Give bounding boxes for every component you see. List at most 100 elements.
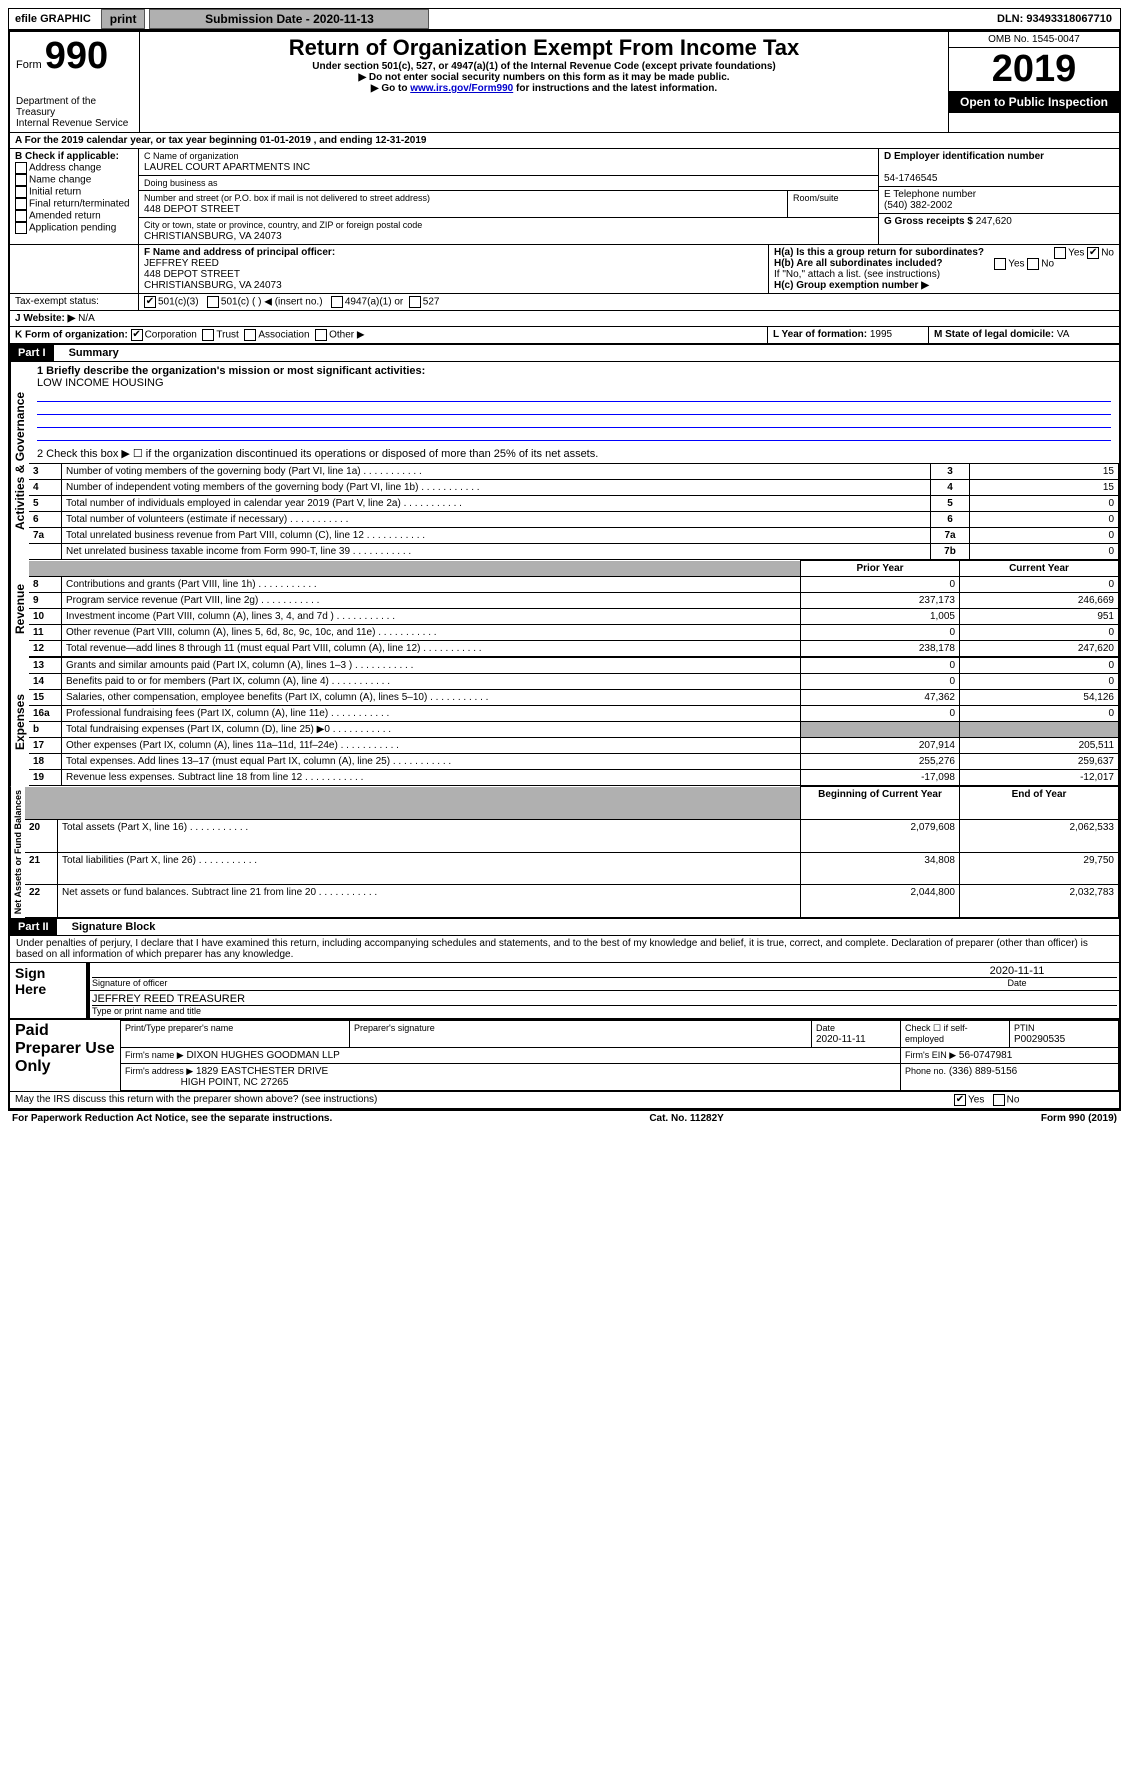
print-button[interactable]: print [101,9,146,29]
hb-yes[interactable] [994,258,1006,270]
sig-date-label: Date [917,977,1117,988]
subtitle-1: Under section 501(c), 527, or 4947(a)(1)… [146,61,942,72]
ein-label: D Employer identification number [884,151,1044,162]
q2: 2 Check this box ▶ ☐ if the organization… [29,444,1119,463]
city: CHRISTIANSBURG, VA 24073 [144,231,282,242]
form-id-cell: Form 990 Department of the Treasury Inte… [10,32,140,132]
governance-table: 3Number of voting members of the governi… [29,463,1119,560]
discuss-yes[interactable] [954,1094,966,1106]
ha-yes[interactable] [1054,247,1066,259]
chk-amended[interactable] [15,210,27,222]
taxexempt-label: Tax-exempt status: [10,294,139,310]
printed-label: Type or print name and title [92,1005,1117,1016]
part2-subtitle: Signature Block [60,921,156,933]
chk-initial[interactable] [15,186,27,198]
gross-val: 247,620 [976,216,1012,227]
boxm-label: M State of legal domicile: [934,329,1054,340]
ha-no[interactable] [1087,247,1099,259]
hc-label: H(c) Group exemption number ▶ [774,280,929,291]
part1-subtitle: Summary [57,347,119,359]
netassets-section: Net Assets or Fund Balances Beginning of… [10,786,1119,918]
form-title: Return of Organization Exempt From Incom… [146,35,942,61]
revenue-table: Prior YearCurrent Year8Contributions and… [29,560,1119,657]
dln-label: DLN: 93493318067710 [997,13,1120,25]
org-name-label: C Name of organization [144,151,239,161]
perjury-text: Under penalties of perjury, I declare th… [10,936,1119,962]
chk-corp[interactable] [131,329,143,341]
discuss-no[interactable] [993,1094,1005,1106]
department-label: Department of the Treasury Internal Reve… [16,96,133,129]
inspection-label: Open to Public Inspection [949,91,1119,113]
top-toolbar: efile GRAPHIC print Submission Date - 20… [8,8,1121,30]
bcdefg-row: B Check if applicable: Address change Na… [10,149,1119,245]
chk-assoc[interactable] [244,329,256,341]
sig-officer-label: Signature of officer [92,977,917,988]
footer-left: For Paperwork Reduction Act Notice, see … [12,1113,332,1124]
submission-date-button[interactable]: Submission Date - 2020-11-13 [149,9,429,29]
officer-street: 448 DEPOT STREET [144,269,240,280]
efile-label: efile GRAPHIC [9,11,97,27]
part2-tab: Part II [10,919,57,935]
chk-527[interactable] [409,296,421,308]
hb-no[interactable] [1027,258,1039,270]
room-label: Room/suite [788,191,878,217]
city-label: City or town, state or province, country… [144,220,422,230]
sidelabel-net: Net Assets or Fund Balances [10,786,25,918]
expenses-section: Expenses 13Grants and similar amounts pa… [10,657,1119,786]
org-name: LAUREL COURT APARTMENTS INC [144,162,310,173]
chk-address[interactable] [15,162,27,174]
chk-trust[interactable] [202,329,214,341]
sign-here-label: Sign Here [10,963,80,1018]
chk-other[interactable] [315,329,327,341]
officer-name: JEFFREY REED [144,258,219,269]
revenue-section: Revenue Prior YearCurrent Year8Contribut… [10,560,1119,657]
officer-label: F Name and address of principal officer: [144,247,335,258]
chk-501c3[interactable] [144,296,156,308]
ein: 54-1746545 [884,173,937,184]
discuss-label: May the IRS discuss this return with the… [10,1092,949,1108]
form-prefix: Form [16,59,42,71]
q1: 1 Briefly describe the organization's mi… [37,365,425,377]
chk-name[interactable] [15,174,27,186]
officer-printed: JEFFREY REED TREASURER [92,993,245,1005]
boxl-label: L Year of formation: [773,329,867,340]
page-footer: For Paperwork Reduction Act Notice, see … [8,1111,1121,1126]
hb-label: H(b) Are all subordinates included? [774,258,943,269]
sidelabel-gov: Activities & Governance [10,362,29,560]
part1-tab: Part I [10,345,54,361]
subtitle-2: ▶ Do not enter social security numbers o… [146,72,942,83]
chk-501c[interactable] [207,296,219,308]
chk-final[interactable] [15,198,27,210]
fh-row: F Name and address of principal officer:… [10,245,1119,294]
sidelabel-rev: Revenue [10,560,29,657]
year-cell: OMB No. 1545-0047 2019 Open to Public In… [949,32,1119,132]
preparer-table: Print/Type preparer's name Preparer's si… [120,1020,1119,1091]
instructions-link[interactable]: www.irs.gov/Form990 [410,83,513,94]
footer-mid: Cat. No. 11282Y [649,1113,723,1124]
phone-label: E Telephone number [884,189,976,200]
form-number: 990 [45,35,108,77]
chk-pending[interactable] [15,222,27,234]
dba-label: Doing business as [139,176,878,190]
boxk-label: K Form of organization: [15,330,128,341]
street: 448 DEPOT STREET [144,204,240,215]
tax-year: 2019 [949,48,1119,91]
governance-section: Activities & Governance 1 Briefly descri… [10,362,1119,560]
form-container: Form 990 Department of the Treasury Inte… [8,30,1121,1111]
line-a: A For the 2019 calendar year, or tax yea… [10,133,1119,148]
paid-preparer-label: Paid Preparer Use Only [10,1020,120,1091]
street-label: Number and street (or P.O. box if mail i… [144,193,430,203]
h-note: If "No," attach a list. (see instruction… [774,269,1114,280]
sidelabel-exp: Expenses [10,657,29,786]
chk-4947[interactable] [331,296,343,308]
form-header: Form 990 Department of the Treasury Inte… [10,32,1119,133]
title-cell: Return of Organization Exempt From Incom… [140,32,949,132]
footer-right: Form 990 (2019) [1041,1113,1117,1124]
phone: (540) 382-2002 [884,200,952,211]
website-val: N/A [78,313,95,324]
box-c: C Name of organization LAUREL COURT APAR… [139,149,879,244]
sig-date: 2020-11-11 [990,965,1045,977]
subtitle-3-post: for instructions and the latest informat… [516,83,717,94]
subtitle-3-pre: ▶ Go to [371,83,410,94]
expenses-table: 13Grants and similar amounts paid (Part … [29,657,1119,786]
